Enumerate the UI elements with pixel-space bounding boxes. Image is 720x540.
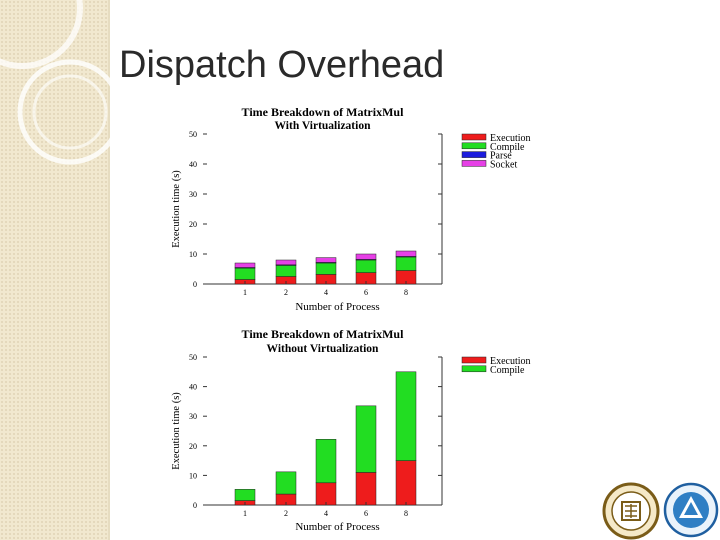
y-axis-label: Execution time (s) xyxy=(171,392,182,470)
y-tick-label: 50 xyxy=(189,353,197,362)
bar-socket-1 xyxy=(234,262,256,268)
y-tick-label: 0 xyxy=(193,501,197,510)
x-axis-label: Number of Process xyxy=(295,521,379,533)
sidebar-edge xyxy=(108,0,110,540)
y-tick-label: 30 xyxy=(189,412,197,421)
bar-execution-6 xyxy=(355,472,377,506)
legend-swatch-parse xyxy=(461,151,487,158)
x-tick-label: 8 xyxy=(404,509,408,518)
y-tick-label: 30 xyxy=(189,190,197,199)
legend-label-parse: Parse xyxy=(490,151,512,162)
legend-swatch-execution xyxy=(461,133,487,141)
university-seal-logo xyxy=(602,482,660,540)
bar-compile-6 xyxy=(355,405,377,473)
bar-compile-8 xyxy=(395,371,417,461)
bar-execution-8 xyxy=(395,460,417,506)
chart-title: Time Breakdown of MatrixMul xyxy=(242,105,405,119)
institute-logo xyxy=(663,482,719,538)
bar-socket-4 xyxy=(315,257,337,263)
legend-swatch-execution xyxy=(461,356,487,364)
y-tick-label: 0 xyxy=(193,280,197,289)
y-tick-label: 10 xyxy=(189,250,197,259)
slide-title: Dispatch Overhead xyxy=(119,44,445,86)
y-tick-label: 50 xyxy=(189,130,197,139)
bar-compile-4 xyxy=(315,439,337,484)
bar-socket-6 xyxy=(355,253,377,260)
legend-label-compile: Compile xyxy=(490,142,525,153)
sidebar-decoration xyxy=(0,0,108,540)
x-tick-label: 4 xyxy=(324,288,328,297)
x-tick-label: 6 xyxy=(364,509,368,518)
y-tick-label: 20 xyxy=(189,442,197,451)
x-tick-label: 2 xyxy=(284,288,288,297)
bar-socket-2 xyxy=(275,259,297,266)
x-tick-label: 1 xyxy=(243,509,247,518)
bar-compile-2 xyxy=(275,471,297,495)
bar-compile-1 xyxy=(234,489,256,501)
x-tick-label: 8 xyxy=(404,288,408,297)
x-axis-label: Number of Process xyxy=(295,301,379,313)
legend-label-execution: Execution xyxy=(490,133,531,144)
bar-execution-4 xyxy=(315,482,337,506)
y-tick-label: 40 xyxy=(189,383,197,392)
y-tick-label: 20 xyxy=(189,220,197,229)
chart-subtitle: With Virtualization xyxy=(275,120,372,132)
legend-label-compile: Compile xyxy=(490,365,525,376)
legend-swatch-compile xyxy=(461,142,487,150)
y-tick-label: 10 xyxy=(189,471,197,480)
x-tick-label: 4 xyxy=(324,509,328,518)
legend-label-execution: Execution xyxy=(490,356,531,367)
bar-socket-8 xyxy=(395,250,417,257)
x-tick-label: 2 xyxy=(284,509,288,518)
legend-swatch-compile xyxy=(461,365,487,373)
legend-swatch-socket xyxy=(461,160,487,167)
x-tick-label: 1 xyxy=(243,288,247,297)
chart-subtitle: Without Virtualization xyxy=(267,343,380,355)
y-tick-label: 40 xyxy=(189,160,197,169)
chart-title: Time Breakdown of MatrixMul xyxy=(242,327,405,341)
legend-label-socket: Socket xyxy=(490,159,517,170)
x-tick-label: 6 xyxy=(364,288,368,297)
y-axis-label: Execution time (s) xyxy=(171,170,182,248)
decorative-circles xyxy=(0,0,123,165)
